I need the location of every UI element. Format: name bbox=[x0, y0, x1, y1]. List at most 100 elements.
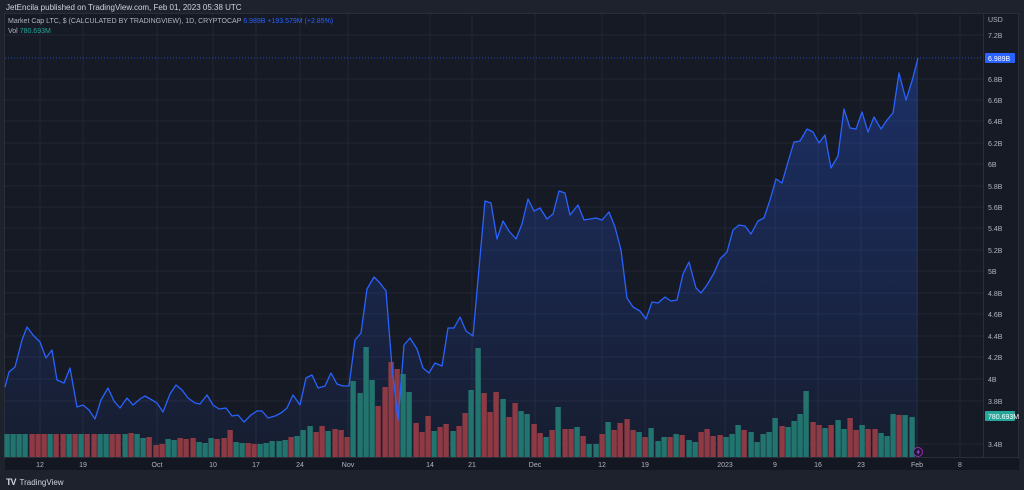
volume-bar bbox=[300, 430, 306, 457]
volume-bar bbox=[202, 443, 208, 457]
price-axis[interactable]: USD 7.2B 6.8B 6.6B 6.4B 6.2B 6B 5.8B 5.6B 5.4B 5.2… bbox=[988, 17, 1003, 449]
volume-bar bbox=[797, 414, 803, 457]
volume-bar bbox=[431, 431, 437, 457]
volume-bar bbox=[847, 418, 853, 457]
volume-bar bbox=[549, 430, 555, 457]
volume-bar bbox=[233, 442, 239, 457]
volume-bar bbox=[443, 424, 449, 457]
volume-bar bbox=[841, 429, 847, 457]
volume-bar bbox=[785, 427, 791, 457]
volume-bar bbox=[605, 422, 611, 457]
volume-bar bbox=[214, 439, 220, 457]
price-tick-label: 5B bbox=[988, 269, 997, 276]
volume-bar bbox=[171, 440, 177, 457]
volume-bar bbox=[357, 393, 363, 457]
price-area bbox=[5, 58, 918, 457]
volume-bar bbox=[698, 432, 704, 457]
volume-bar bbox=[816, 425, 822, 457]
time-axis[interactable] bbox=[5, 458, 1019, 470]
volume-bar bbox=[779, 426, 785, 457]
volume-bar bbox=[642, 437, 648, 457]
volume-bar bbox=[369, 380, 375, 457]
volume-bar bbox=[884, 436, 890, 457]
volume-bar bbox=[190, 438, 196, 457]
volume-bar bbox=[177, 438, 183, 457]
price-tick-label: 5.4B bbox=[988, 226, 1003, 233]
volume-bar bbox=[481, 393, 487, 457]
volume-bar bbox=[47, 434, 53, 457]
volume-bar bbox=[276, 441, 282, 457]
currency-label[interactable]: USD bbox=[988, 17, 1003, 24]
legend-vol-label[interactable]: Vol bbox=[8, 28, 18, 35]
time-tick-label: 21 bbox=[468, 462, 476, 469]
volume-bar bbox=[580, 436, 586, 457]
tradingview-logo-icon: TV bbox=[6, 477, 16, 487]
volume-bar bbox=[772, 418, 778, 457]
lightning-event-icon[interactable] bbox=[913, 447, 923, 457]
time-tick-label: 10 bbox=[209, 462, 217, 469]
volume-bar bbox=[332, 429, 338, 457]
volume-bar bbox=[754, 442, 760, 457]
price-tick-label: 6.8B bbox=[988, 77, 1003, 84]
volume-bar bbox=[902, 415, 908, 457]
volume-bar bbox=[624, 419, 630, 457]
time-tick-label: 19 bbox=[641, 462, 649, 469]
volume-bar bbox=[437, 427, 443, 457]
time-tick-label: 14 bbox=[426, 462, 434, 469]
volume-bar bbox=[462, 413, 468, 457]
volume-bar bbox=[537, 433, 543, 457]
volume-bar bbox=[208, 438, 214, 457]
volume-bar bbox=[822, 428, 828, 457]
volume-bar bbox=[729, 434, 735, 457]
legend-vol-value: 780.693M bbox=[19, 28, 51, 35]
volume-bar bbox=[859, 425, 865, 457]
volume-bar bbox=[853, 430, 859, 457]
volume-bar bbox=[97, 434, 103, 457]
legend-symbol[interactable]: Market Cap LTC, $ (CALCULATED BY TRADING… bbox=[8, 18, 242, 25]
volume-bar bbox=[890, 414, 896, 457]
volume-bar bbox=[599, 434, 605, 457]
volume-bar bbox=[611, 430, 617, 457]
volume-bar bbox=[196, 442, 202, 457]
volume-bar bbox=[344, 437, 350, 457]
volume-bar bbox=[53, 434, 59, 457]
price-badge bbox=[985, 53, 1015, 63]
legend-symbol-row: Market Cap LTC, $ (CALCULATED BY TRADING… bbox=[8, 17, 333, 27]
volume-bar bbox=[4, 434, 10, 457]
time-tick-label: Feb bbox=[911, 462, 923, 469]
volume-bar bbox=[413, 423, 419, 457]
volume-bars bbox=[4, 347, 915, 457]
volume-bar bbox=[269, 441, 275, 457]
volume-bar bbox=[388, 362, 394, 457]
volume-bar bbox=[10, 434, 16, 457]
volume-bar bbox=[506, 417, 512, 457]
volume-bar bbox=[239, 443, 245, 457]
price-tick-label: 5.8B bbox=[988, 184, 1003, 191]
price-tick-label: 4B bbox=[988, 377, 997, 384]
volume-bar bbox=[828, 425, 834, 457]
price-tick-label: 4.8B bbox=[988, 291, 1003, 298]
volume-bar bbox=[648, 428, 654, 457]
volume-bar bbox=[159, 444, 165, 457]
volume-bar bbox=[294, 436, 300, 457]
price-tick-label: 4.4B bbox=[988, 334, 1003, 341]
volume-bar bbox=[382, 387, 388, 457]
volume-bar bbox=[456, 426, 462, 457]
volume-bar bbox=[493, 392, 499, 457]
volume-bar bbox=[568, 429, 574, 457]
time-tick-label: 9 bbox=[773, 462, 777, 469]
chart-legend: Market Cap LTC, $ (CALCULATED BY TRADING… bbox=[8, 17, 333, 37]
volume-bar bbox=[72, 434, 78, 457]
volume-bar bbox=[791, 421, 797, 457]
price-tick-label: 5.2B bbox=[988, 248, 1003, 255]
volume-bar bbox=[406, 392, 412, 457]
brand-name: TradingView bbox=[19, 477, 64, 487]
time-tick-label: 19 bbox=[79, 462, 87, 469]
volume-bar bbox=[140, 438, 146, 457]
legend-change: +193.579M (+2.85%) bbox=[267, 18, 334, 25]
time-axis-labels: 12 19 Oct 10 17 24 Nov 14 21 Dec 12 19 2023 9 16 23 Feb 8 bbox=[36, 462, 962, 469]
volume-bar bbox=[475, 348, 481, 457]
volume-bar bbox=[835, 420, 841, 457]
price-tick-label: 5.6B bbox=[988, 205, 1003, 212]
